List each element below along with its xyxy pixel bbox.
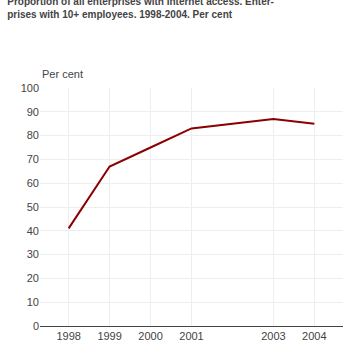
svg-text:2003: 2003	[261, 330, 285, 342]
svg-text:2000: 2000	[138, 330, 162, 342]
svg-text:20: 20	[27, 272, 39, 284]
svg-text:40: 40	[27, 225, 39, 237]
svg-text:100: 100	[21, 82, 39, 94]
svg-text:90: 90	[27, 106, 39, 118]
svg-text:2004: 2004	[302, 330, 326, 342]
svg-text:1999: 1999	[97, 330, 121, 342]
svg-text:80: 80	[27, 129, 39, 141]
svg-text:30: 30	[27, 248, 39, 260]
svg-text:50: 50	[27, 201, 39, 213]
svg-text:0: 0	[33, 320, 39, 332]
svg-text:70: 70	[27, 153, 39, 165]
svg-text:60: 60	[27, 177, 39, 189]
svg-text:2001: 2001	[179, 330, 203, 342]
svg-text:Per cent: Per cent	[42, 68, 83, 80]
svg-text:Proportion of all enterprises: Proportion of all enterprises with Inter…	[7, 0, 274, 20]
svg-text:10: 10	[27, 296, 39, 308]
svg-text:1998: 1998	[56, 330, 80, 342]
